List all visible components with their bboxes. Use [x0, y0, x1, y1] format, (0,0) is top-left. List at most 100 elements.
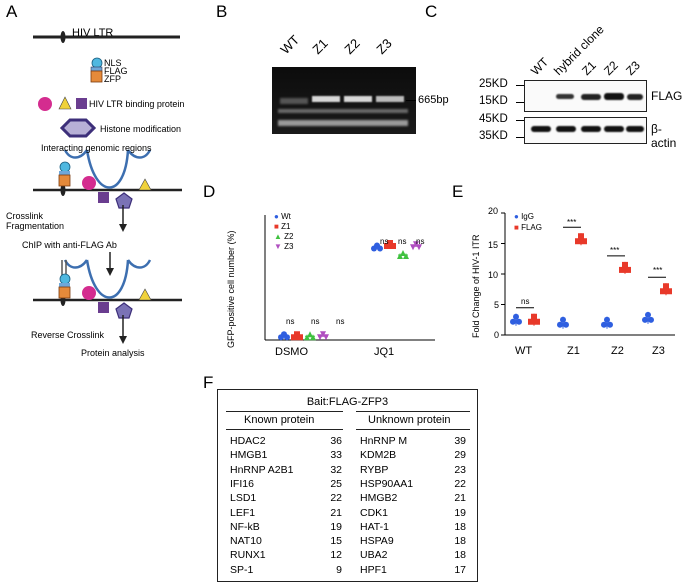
e-data-point [575, 238, 581, 245]
known-protein-name: SP-1 [230, 563, 254, 576]
unknown-protein-name: CDK1 [360, 506, 389, 519]
gel-lane-label: Z3 [373, 35, 395, 57]
known-protein-name: HDAC2 [230, 435, 266, 447]
unknown-protein-count: 21 [454, 492, 466, 505]
protein-analysis-label: Protein analysis [81, 348, 145, 358]
blot-band [627, 94, 643, 100]
flag-label: FLAG [104, 66, 128, 76]
unknown-protein-count: 29 [454, 449, 466, 462]
unknown-protein-name: HAT-1 [360, 520, 389, 533]
binding-protein-label: HIV LTR binding protein [89, 99, 185, 109]
gel-band [278, 109, 408, 113]
band-size-label: 665bp [418, 94, 449, 106]
gel-lane-label: WT [277, 32, 303, 57]
gel-lane-label: Z1 [309, 35, 331, 57]
unknown-protein-name: KDM2B [360, 449, 397, 462]
d-xtick: JQ1 [374, 346, 395, 358]
e-ytick: 20 [488, 206, 499, 216]
zfp-label: ZFP [104, 74, 121, 84]
e-xtick: WT [515, 345, 533, 357]
gel-band [280, 98, 308, 104]
gel-band [312, 96, 340, 102]
known-protein-count: 15 [330, 535, 342, 548]
d-data-point [297, 334, 303, 341]
dna-loop-1 [85, 149, 130, 189]
e-data-point [510, 318, 516, 325]
wb-lane-label: Z3 [623, 58, 643, 78]
e-annotation: *** [610, 246, 620, 255]
gel-image [272, 67, 416, 134]
unknown-protein-count: 22 [454, 477, 466, 490]
actin-blot [524, 117, 647, 144]
panel-label-c: C [425, 2, 438, 21]
e-data-point [601, 321, 607, 328]
nls-icon [91, 57, 103, 69]
d-data-point [310, 334, 316, 341]
e-data-point [625, 266, 631, 273]
known-protein-count: 21 [330, 506, 342, 519]
unknown-header: Unknown protein [368, 414, 451, 426]
e-data-point [557, 321, 563, 328]
known-protein-name: NF-kB [230, 520, 260, 533]
unknown-protein-count: 17 [454, 563, 466, 576]
d-annotation: ns [311, 317, 320, 326]
wb-lane-label: WT [528, 54, 552, 78]
blot-band [581, 94, 601, 100]
band-tick [406, 100, 416, 101]
unknown-protein-count: 18 [454, 535, 466, 548]
ltr-marker [60, 31, 66, 43]
panel-label-a: A [6, 2, 18, 21]
gel-lane-label: Z2 [341, 35, 363, 57]
unknown-protein-name: HSPA9 [360, 535, 394, 548]
d-annotation: ns [286, 317, 295, 326]
flag-tag-icon [90, 66, 103, 72]
unknown-protein-name: HSP90AA1 [360, 477, 414, 490]
e-data-point [660, 288, 666, 295]
known-protein-name: IFI16 [230, 477, 254, 490]
known-protein-count: 12 [330, 549, 342, 562]
unknown-protein-name: HPF1 [360, 563, 387, 576]
gel-band [344, 96, 372, 102]
wb-lane-label: Z2 [601, 58, 621, 78]
e-data-point [642, 316, 648, 323]
wb-lane-label: Z1 [579, 58, 599, 78]
unknown-protein-count: 19 [454, 506, 466, 519]
known-protein-count: 32 [330, 463, 342, 476]
e-ytick: 15 [488, 240, 499, 250]
blot-band [581, 126, 601, 132]
known-protein-name: LSD1 [230, 492, 257, 505]
unknown-protein-name: HMGB2 [360, 492, 398, 505]
unknown-protein-name: UBA2 [360, 549, 388, 562]
d-data-point [377, 245, 383, 252]
interacting-label: Interacting genomic regions [41, 143, 152, 153]
chip-label: ChIP with anti-FLAG Ab [22, 240, 117, 250]
e-xtick: Z3 [652, 345, 665, 357]
interactome-table: Bait:FLAG-ZFP3 Known protein Unknown pro… [217, 389, 478, 582]
blot-band [556, 94, 574, 99]
known-protein-name: NAT10 [230, 535, 262, 548]
d-legend-z3: ▼ Z3 [274, 242, 294, 251]
binding-circle-icon [38, 97, 52, 111]
crosslink-label: Crosslink [6, 211, 44, 221]
e-ytick: 5 [494, 300, 500, 310]
e-data-point [534, 318, 540, 325]
unknown-protein-count: 18 [454, 520, 466, 533]
unknown-protein-count: 23 [454, 463, 466, 476]
blot-band [531, 126, 551, 132]
blot-band [604, 93, 624, 100]
actin-blot-label: β-actin [651, 122, 677, 150]
d-plot-area [264, 215, 435, 341]
marker-label: 35KD [479, 130, 508, 142]
d-annotation: ns [380, 237, 389, 246]
panel-label-b: B [216, 2, 228, 21]
histone-hexagon-icon [59, 118, 97, 138]
d-data-point [390, 243, 396, 249]
e-annotation: *** [653, 266, 663, 275]
known-protein-name: LEF1 [230, 506, 256, 519]
blot-band [626, 126, 644, 132]
blot-band [556, 126, 576, 132]
d-data-point [284, 334, 290, 341]
panel-label-f: F [203, 373, 214, 392]
flag-blot-label: FLAG [651, 89, 683, 103]
e-data-point [666, 288, 672, 295]
